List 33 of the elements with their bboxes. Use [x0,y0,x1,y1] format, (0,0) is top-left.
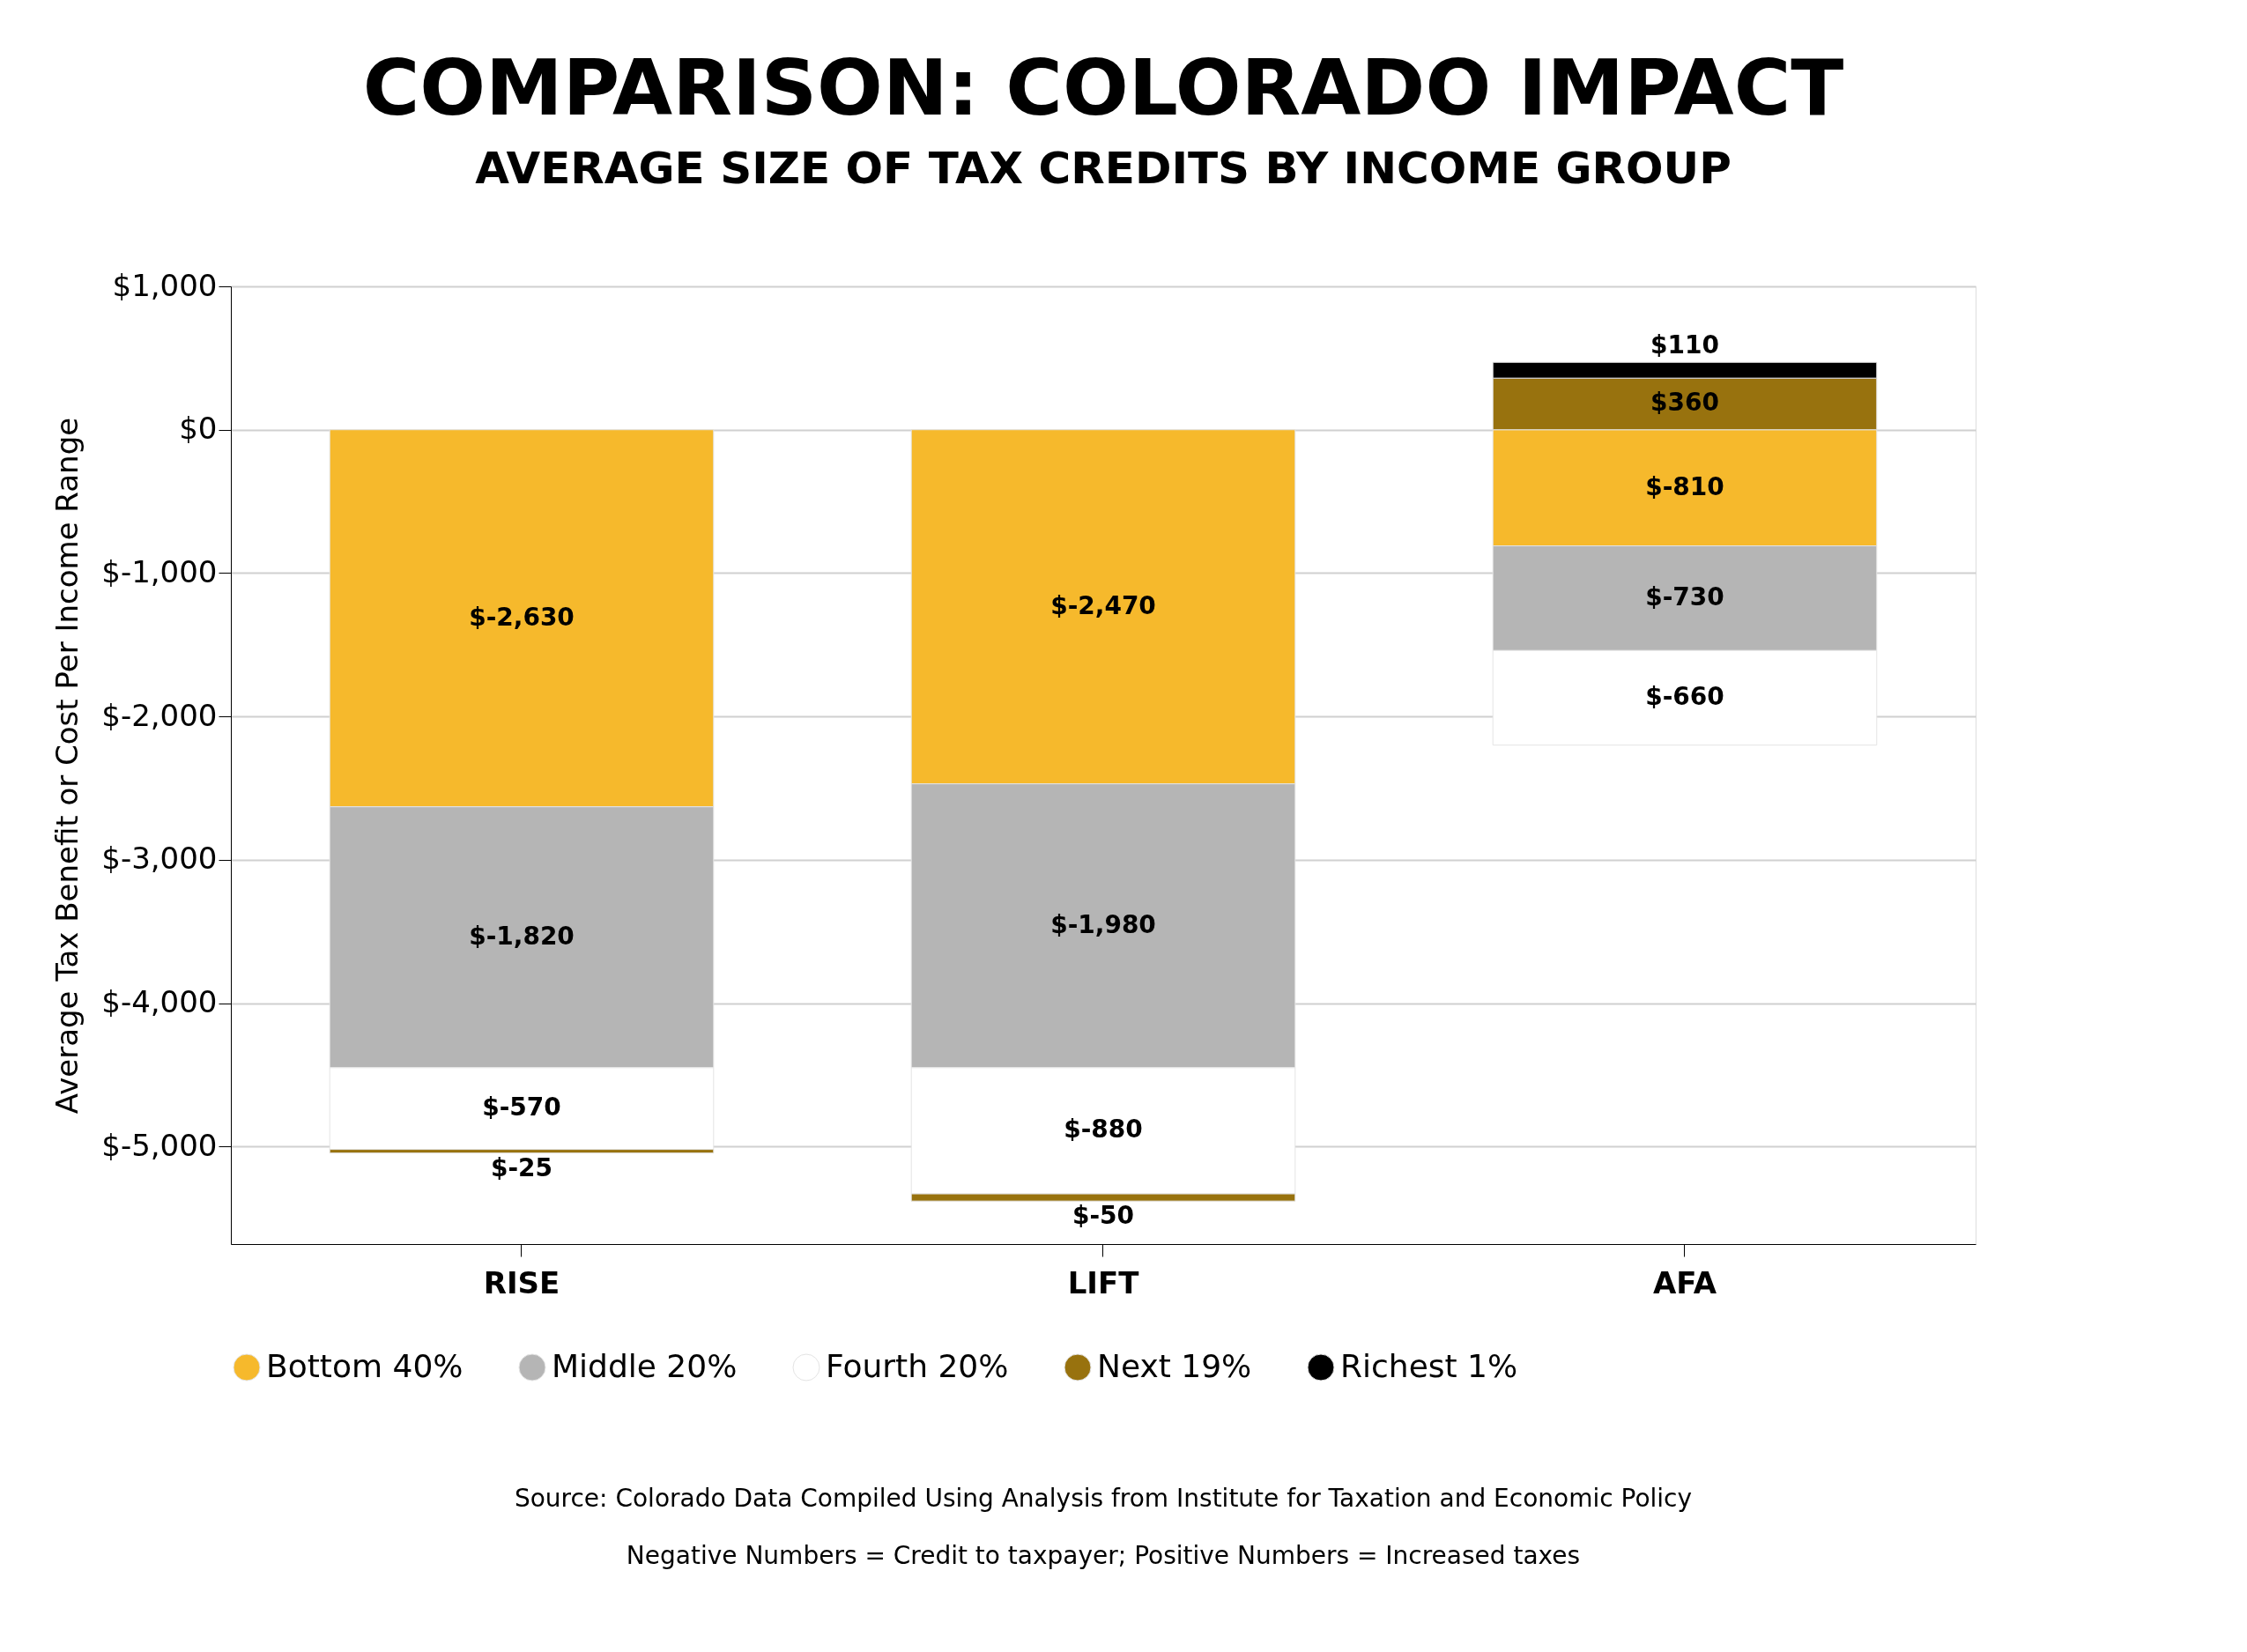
chart-subtitle: AVERAGE SIZE OF TAX CREDITS BY INCOME GROUP [475,143,1732,194]
x-tick-label: LIFT [1067,1264,1140,1300]
y-tick-label: $-4,000 [101,984,218,1020]
y-axis-title: Average Tax Benefit or Cost Per Income Range [49,417,85,1115]
data-label: $-660 [1645,682,1724,712]
data-label: $-1,980 [1050,909,1156,939]
legend-label: Fourth 20% [826,1348,1009,1384]
data-label: $-1,820 [469,921,575,951]
data-label: $-730 [1645,582,1724,611]
legend-label: Richest 1% [1340,1348,1518,1384]
data-label: $-2,470 [1050,590,1156,620]
data-label: $-2,630 [469,602,575,632]
y-tick-label: $-2,000 [101,697,218,733]
y-tick-label: $-3,000 [101,841,218,877]
x-tick-label: AFA [1653,1264,1717,1300]
legend-label: Bottom 40% [266,1348,463,1384]
x-tick-label: RISE [483,1264,560,1300]
data-label: $-810 [1645,471,1724,501]
y-tick-label: $-1,000 [101,553,218,589]
data-label: $-25 [490,1152,553,1182]
legend-label: Middle 20% [552,1348,738,1384]
legend-label: Next 19% [1097,1348,1252,1384]
y-tick-label: $-5,000 [101,1127,218,1163]
data-label: $-50 [1072,1201,1135,1231]
y-tick-label: $0 [179,411,218,447]
data-label: $-570 [482,1093,561,1122]
data-label: $-880 [1064,1115,1143,1145]
text: Negative Numbers = Credit to taxpayer; Positive Numbers = Increased taxes [626,1541,1581,1570]
data-label: $360 [1650,388,1719,418]
chart-title: COMPARISON: COLORADO IMPACT [362,42,1844,133]
data-label: $110 [1650,330,1719,360]
y-tick-label: $1,000 [112,267,218,303]
source-note: Source: Colorado Data Compiled Using Analysis from Institute for Taxation and Economic Policy [514,1484,1693,1513]
